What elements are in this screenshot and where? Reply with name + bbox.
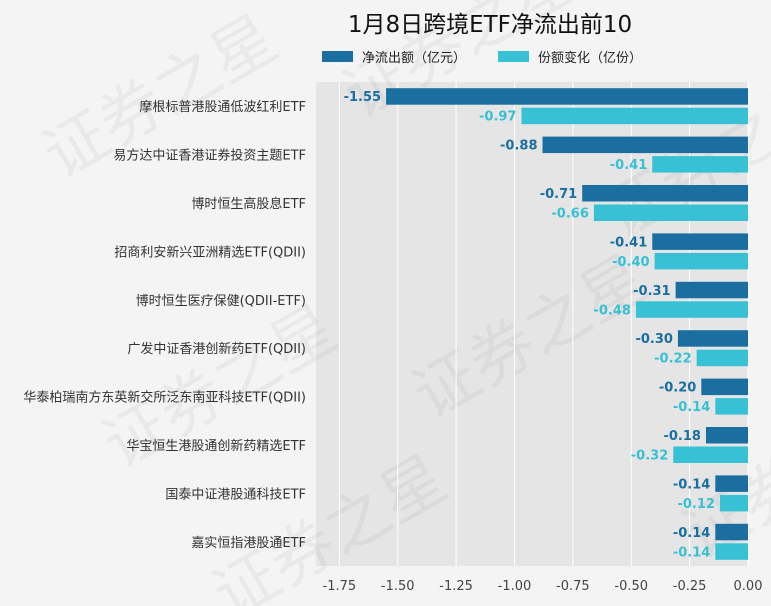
watermark-text: 证券之星 [91,292,350,484]
bar-net-outflow[interactable] [701,378,748,396]
category-label: 摩根标普港股通低波红利ETF [139,99,306,115]
data-label: -0.14 [673,477,710,492]
data-label: -0.41 [610,235,647,250]
legend-label-net-outflow[interactable]: 净流出额（亿元） [362,51,466,66]
data-label: -0.12 [677,497,714,512]
bar-share-change[interactable] [715,543,748,560]
bar-net-outflow[interactable] [386,88,748,105]
x-tick-label: -0.25 [673,579,707,594]
bar-net-outflow[interactable] [542,136,748,154]
data-label: -0.18 [663,429,700,444]
bar-share-change[interactable] [593,204,748,222]
legend-label-share-change[interactable]: 份额变化（亿份） [538,50,642,66]
bar-net-outflow[interactable] [715,475,748,492]
category-label: 招商利安新兴亚洲精选ETF(QDII) [114,244,306,260]
category-label: 华泰柏瑞南方东英新交所泛东南亚科技ETF(QDII) [23,390,306,406]
data-label: -0.14 [673,526,710,541]
data-label: -0.20 [659,381,696,396]
data-label: -0.22 [654,352,691,367]
bar-share-change[interactable] [696,349,748,367]
category-label: 广发中证香港创新药ETF(QDII) [127,341,306,357]
legend: 净流出额（亿元） 份额变化（亿份） [322,50,642,66]
x-axis-ticks: -1.75 -1.50 -1.25 -1.00 -0.75 -0.50 -0.25 0.00 [323,579,763,594]
x-tick-label: -1.50 [381,579,415,594]
x-tick-label: -1.25 [439,579,473,594]
data-label: -0.66 [551,207,588,222]
data-label: -0.40 [612,255,649,270]
bar-share-change[interactable] [652,156,748,173]
bars: -1.55 -0.97 -0.88 -0.41 -0.71 -0.66 -0.41 -0.40… [344,88,748,560]
bar-share-change[interactable] [673,446,748,464]
category-label: 嘉实恒指港股通ETF [191,536,306,551]
category-label: 博时恒生医疗保健(QDII-ETF) [136,294,306,309]
data-label: -0.31 [633,284,670,299]
x-tick-label: -1.75 [323,579,357,594]
category-labels: 摩根标普港股通低波红利ETF 易方达中证香港证券投资主题ETF 博时恒生高股息ETF… [23,99,306,551]
watermark-text: 证券之星 [31,2,290,194]
bar-share-change[interactable] [635,301,748,318]
chart-title: 1月8日跨境ETF净流出前10 [348,12,632,38]
category-label: 易方达中证香港证券投资主题ETF [113,148,306,164]
x-tick-label: -0.75 [556,579,590,594]
bar-net-outflow[interactable] [582,185,748,202]
bar-share-change[interactable] [715,398,748,415]
data-label: -1.55 [344,90,381,105]
x-tick-label: -0.50 [614,579,648,594]
bar-share-change[interactable] [719,494,748,512]
data-label: -0.41 [610,158,647,173]
category-label: 博时恒生高股息ETF [191,196,306,212]
data-label: -0.97 [479,110,516,125]
x-tick-label: 0.00 [734,579,763,594]
data-label: -0.88 [500,139,537,154]
legend-swatch-net-outflow[interactable] [322,51,353,62]
bar-share-change[interactable] [521,107,748,125]
data-label: -0.71 [540,187,577,202]
bar-share-change[interactable] [654,252,748,270]
category-label: 华宝恒生港股通创新药精选ETF [126,438,306,454]
data-label: -0.14 [673,400,710,415]
data-label: -0.32 [631,449,668,464]
bar-net-outflow[interactable] [705,427,748,444]
data-label: -0.48 [593,303,630,318]
data-label: -0.30 [635,332,672,347]
data-label: -0.14 [673,545,710,560]
bar-net-outflow[interactable] [677,330,748,347]
bar-net-outflow[interactable] [715,523,748,541]
legend-swatch-share-change[interactable] [498,51,529,62]
bar-net-outflow[interactable] [652,233,748,250]
category-label: 国泰中证港股通科技ETF [165,487,306,502]
x-tick-label: -1.00 [498,579,532,594]
bar-net-outflow[interactable] [675,281,748,299]
